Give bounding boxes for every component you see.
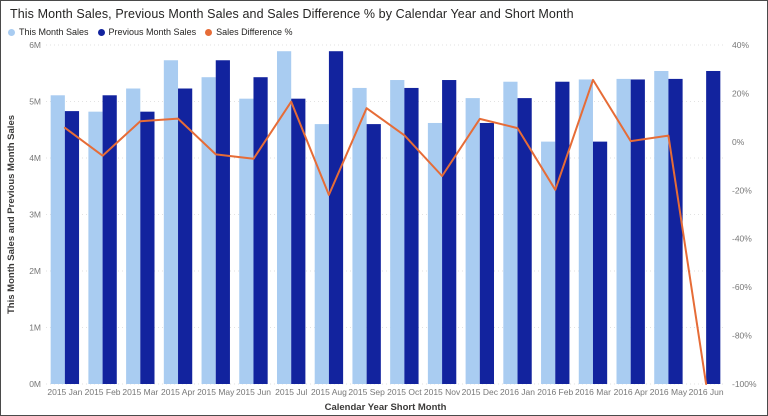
left-axis-tick-label: 0M [29, 379, 41, 389]
bar-this-month-sales[interactable] [390, 80, 405, 384]
bar-previous-month-sales[interactable] [140, 111, 155, 385]
x-axis-category-label: 2016 Apr [614, 387, 648, 397]
bar-this-month-sales[interactable] [578, 79, 593, 384]
bar-previous-month-sales[interactable] [517, 98, 532, 385]
right-axis-tick-label: -60% [732, 282, 752, 292]
bar-previous-month-sales[interactable] [64, 111, 80, 384]
x-axis-category-label: 2015 Mar [122, 387, 158, 397]
bar-previous-month-sales[interactable] [630, 79, 645, 384]
bar-previous-month-sales[interactable] [592, 141, 608, 384]
x-axis-category-label: 2016 Feb [537, 387, 573, 397]
bar-this-month-sales[interactable] [427, 122, 443, 384]
legend: This Month Sales Previous Month Sales Sa… [8, 27, 292, 37]
legend-item-sales-difference[interactable]: Sales Difference % [205, 27, 292, 37]
legend-item-this-month-sales[interactable]: This Month Sales [8, 27, 89, 37]
left-axis-tick-label: 6M [29, 40, 41, 50]
right-axis-tick-label: -20% [732, 185, 752, 195]
bar-previous-month-sales[interactable] [366, 124, 381, 384]
bar-this-month-sales[interactable] [541, 141, 556, 384]
right-axis-tick-label: 20% [732, 88, 749, 98]
x-axis-category-label: 2015 Oct [387, 387, 422, 397]
x-axis-category-label: 2015 Apr [161, 387, 195, 397]
x-axis-category-label: 2015 Nov [424, 387, 461, 397]
bar-this-month-sales[interactable] [352, 87, 367, 384]
bar-this-month-sales[interactable] [88, 111, 103, 385]
left-axis-tick-label: 4M [29, 153, 41, 163]
bar-this-month-sales[interactable] [276, 51, 292, 385]
x-axis-category-label: 2015 Feb [85, 387, 121, 397]
previous-month-sales-dot-icon [97, 28, 105, 36]
sales-difference-line[interactable] [63, 78, 708, 385]
bar-this-month-sales[interactable] [654, 70, 669, 385]
x-axis-category-label: 2015 Jan [47, 387, 82, 397]
right-axis-tick-label: 0% [732, 137, 745, 147]
right-axis-tick-label: 40% [732, 40, 749, 50]
y-axis-title: This Month Sales and Previous Month Sale… [6, 115, 17, 314]
right-axis-tick-label: -100% [732, 379, 757, 389]
bar-this-month-sales[interactable] [465, 98, 480, 385]
bar-previous-month-sales[interactable] [102, 95, 117, 384]
legend-label: Previous Month Sales [108, 27, 197, 37]
bar-this-month-sales[interactable] [201, 77, 216, 384]
x-axis-category-label: 2016 Mar [575, 387, 611, 397]
bar-previous-month-sales[interactable] [555, 81, 570, 384]
x-axis-title: Calendar Year Short Month [325, 402, 447, 413]
bar-this-month-sales[interactable] [503, 81, 518, 384]
bar-this-month-sales[interactable] [163, 60, 179, 384]
bar-this-month-sales[interactable] [239, 98, 254, 385]
bar-this-month-sales[interactable] [126, 88, 141, 384]
left-axis-tick-label: 1M [29, 323, 41, 333]
bar-previous-month-sales[interactable] [328, 51, 344, 385]
left-axis-tick-label: 3M [29, 210, 41, 220]
this-month-sales-dot-icon [8, 28, 15, 36]
x-axis-category-label: 2015 May [197, 387, 235, 397]
x-axis-category-label: 2016 Jan [500, 387, 535, 397]
right-axis-tick-label: -80% [732, 331, 752, 341]
left-axis-tick-label: 5M [29, 97, 41, 107]
x-axis-category-label: 2015 Jun [236, 387, 271, 397]
right-axis-tick-label: -40% [732, 234, 752, 244]
x-axis-category-label: 2015 Sep [348, 387, 385, 397]
x-axis-category-label: 2015 Jul [275, 387, 307, 397]
bar-previous-month-sales[interactable] [442, 80, 457, 384]
legend-label: Sales Difference % [216, 27, 293, 37]
bar-previous-month-sales[interactable] [178, 88, 193, 384]
bar-this-month-sales[interactable] [616, 78, 631, 385]
bar-previous-month-sales[interactable] [215, 60, 230, 384]
legend-item-previous-month-sales[interactable]: Previous Month Sales [97, 27, 197, 37]
sales-difference-dot-icon [205, 28, 213, 36]
bar-previous-month-sales[interactable] [706, 70, 721, 385]
bar-previous-month-sales[interactable] [291, 98, 306, 385]
left-axis-tick-label: 2M [29, 266, 41, 276]
x-axis-category-label: 2016 May [650, 387, 688, 397]
bar-previous-month-sales[interactable] [253, 77, 268, 384]
x-axis-category-label: 2015 Dec [462, 387, 499, 397]
bar-previous-month-sales[interactable] [479, 122, 495, 384]
x-axis-category-label: 2015 Aug [311, 387, 347, 397]
x-axis-category-label: 2016 Jun [689, 387, 724, 397]
bar-previous-month-sales[interactable] [668, 78, 683, 385]
bar-this-month-sales[interactable] [314, 124, 329, 384]
chart-title: This Month Sales, Previous Month Sales a… [10, 7, 574, 21]
legend-label: This Month Sales [19, 27, 89, 37]
bar-previous-month-sales[interactable] [404, 87, 419, 384]
bar-this-month-sales[interactable] [50, 95, 65, 384]
